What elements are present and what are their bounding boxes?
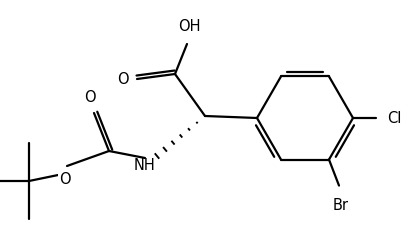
Text: NH: NH [133,158,155,173]
Text: OH: OH [178,19,200,34]
Text: Br: Br [333,198,349,212]
Text: Cl: Cl [387,110,401,125]
Text: O: O [59,172,71,187]
Text: O: O [117,71,129,87]
Text: O: O [84,90,96,105]
